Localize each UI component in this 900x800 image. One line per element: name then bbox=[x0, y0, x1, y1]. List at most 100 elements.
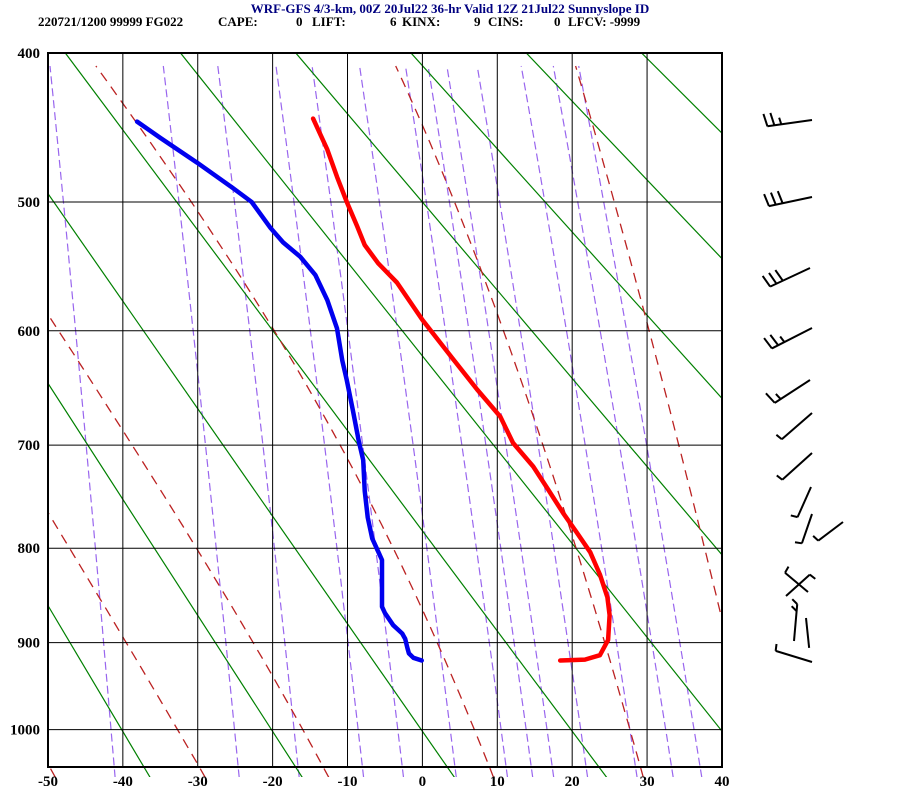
chart-title: WRF-GFS 4/3-km, 00Z 20Jul22 36-hr Valid … bbox=[251, 1, 650, 16]
mixing-ratio-line bbox=[275, 65, 365, 777]
moist-adiabat-line bbox=[48, 313, 330, 777]
moist-adiabat-line bbox=[95, 65, 495, 777]
stats-segment: CINS: bbox=[488, 14, 523, 29]
moist-adiabat-line bbox=[574, 65, 722, 623]
mixing-ratio-line bbox=[476, 65, 589, 777]
barb-half-feather bbox=[778, 117, 783, 125]
temperature-tick-label: -40 bbox=[113, 774, 133, 790]
dry-adiabat-line bbox=[295, 53, 722, 556]
wind-barb bbox=[765, 379, 811, 404]
axis-tick-labels: 400 500 600 700 800 900 1000 -50 -40 -30 -20 -10 0 10… bbox=[10, 46, 729, 790]
stats-line: 220721/1200 99999 FG022 CAPE: 0 LIFT: 6 KINX:… bbox=[38, 14, 641, 29]
wind-barb bbox=[763, 190, 813, 208]
barb-full-feather bbox=[774, 269, 784, 282]
barb-half-feather bbox=[784, 566, 790, 574]
dry-adiabat-line bbox=[48, 382, 303, 777]
barb-full-feather bbox=[769, 334, 779, 346]
barb-half-feather bbox=[809, 573, 816, 580]
wind-barb bbox=[775, 412, 813, 441]
barb-shaft bbox=[771, 327, 813, 350]
dry-adiabat-line bbox=[48, 604, 151, 777]
stats-segment: 9 bbox=[474, 14, 481, 29]
barb-full-feather bbox=[761, 275, 771, 288]
barb-shaft bbox=[817, 521, 844, 542]
stats-segment: CAPE: bbox=[218, 14, 258, 29]
barb-full-feather bbox=[765, 392, 776, 404]
dry-adiabat-line bbox=[48, 192, 455, 777]
stats-segment: 6 bbox=[390, 14, 397, 29]
mixing-ratio-line bbox=[552, 65, 674, 777]
pressure-tick-label: 500 bbox=[18, 195, 41, 211]
wind-barb bbox=[763, 327, 813, 350]
mixing-ratio-line bbox=[217, 65, 300, 777]
dry-adiabat-line bbox=[64, 53, 608, 777]
wind-barb bbox=[774, 643, 813, 663]
barb-half-feather bbox=[790, 514, 798, 519]
barb-half-feather bbox=[775, 393, 782, 400]
pressure-tick-label: 600 bbox=[18, 324, 41, 340]
barb-half-feather bbox=[791, 598, 798, 605]
barb-full-feather bbox=[769, 112, 776, 126]
wind-barb bbox=[785, 573, 816, 597]
plot-border bbox=[47, 52, 723, 768]
mixing-ratio-line bbox=[520, 65, 638, 777]
pressure-tick-label: 800 bbox=[18, 541, 41, 557]
temperature-tick-label: -30 bbox=[188, 774, 208, 790]
barb-shaft bbox=[805, 617, 811, 648]
barb-half-feather bbox=[794, 541, 803, 545]
temperature-curve bbox=[310, 116, 612, 663]
barb-shaft bbox=[768, 196, 813, 208]
wind-barb-column bbox=[761, 112, 844, 663]
dry-adiabat-line bbox=[410, 53, 722, 400]
barb-full-feather bbox=[768, 272, 778, 285]
temperature-tick-label: 30 bbox=[640, 774, 655, 790]
wind-barb bbox=[761, 267, 811, 288]
pressure-tick-label: 900 bbox=[18, 636, 41, 652]
barb-full-feather bbox=[763, 337, 773, 350]
mixing-ratio-line bbox=[49, 65, 116, 777]
wind-barb bbox=[776, 452, 813, 481]
barb-half-feather bbox=[774, 643, 778, 652]
wind-barb bbox=[794, 513, 813, 545]
wind-barb bbox=[812, 521, 844, 542]
wind-barb bbox=[805, 617, 811, 648]
barb-shaft bbox=[781, 452, 813, 481]
barb-full-feather bbox=[763, 193, 770, 207]
mixing-ratio-line bbox=[446, 65, 555, 777]
dry-adiabat-line bbox=[525, 53, 722, 260]
stats-segment: 0 bbox=[554, 14, 561, 29]
mixing-ratio-line bbox=[162, 65, 240, 777]
background-isopleths bbox=[48, 53, 722, 777]
mixing-ratio-line bbox=[427, 65, 534, 777]
dry-adiabat-line bbox=[641, 53, 722, 135]
mixing-ratio-line bbox=[404, 65, 509, 777]
dewpoint-curve bbox=[134, 119, 424, 663]
mixing-ratio-line bbox=[311, 65, 405, 777]
grid-lines bbox=[48, 53, 722, 767]
barb-shaft bbox=[800, 513, 813, 544]
barb-full-feather bbox=[776, 190, 784, 204]
dry-adiabat-line bbox=[180, 53, 722, 733]
barb-full-feather bbox=[770, 192, 777, 206]
wind-barb bbox=[784, 566, 809, 593]
pressure-tick-label: 1000 bbox=[10, 723, 40, 739]
temperature-tick-label: -50 bbox=[38, 774, 58, 790]
pressure-tick-label: 700 bbox=[18, 438, 41, 454]
temperature-tick-label: -10 bbox=[338, 774, 358, 790]
barb-shaft bbox=[796, 486, 812, 518]
wind-barb bbox=[790, 486, 812, 519]
stats-segment: LFCV: -9999 bbox=[568, 14, 641, 29]
wind-barb bbox=[762, 112, 813, 128]
temperature-tick-label: -20 bbox=[263, 774, 283, 790]
mixing-ratio-line bbox=[359, 65, 457, 777]
temperature-tick-label: 20 bbox=[565, 774, 580, 790]
barb-shaft bbox=[781, 412, 813, 440]
barb-shaft bbox=[785, 573, 811, 597]
temperature-tick-label: 0 bbox=[419, 774, 427, 790]
barb-full-feather bbox=[762, 113, 769, 127]
barb-half-feather bbox=[775, 434, 783, 441]
barb-half-feather bbox=[790, 605, 798, 612]
barb-half-feather bbox=[776, 474, 783, 481]
